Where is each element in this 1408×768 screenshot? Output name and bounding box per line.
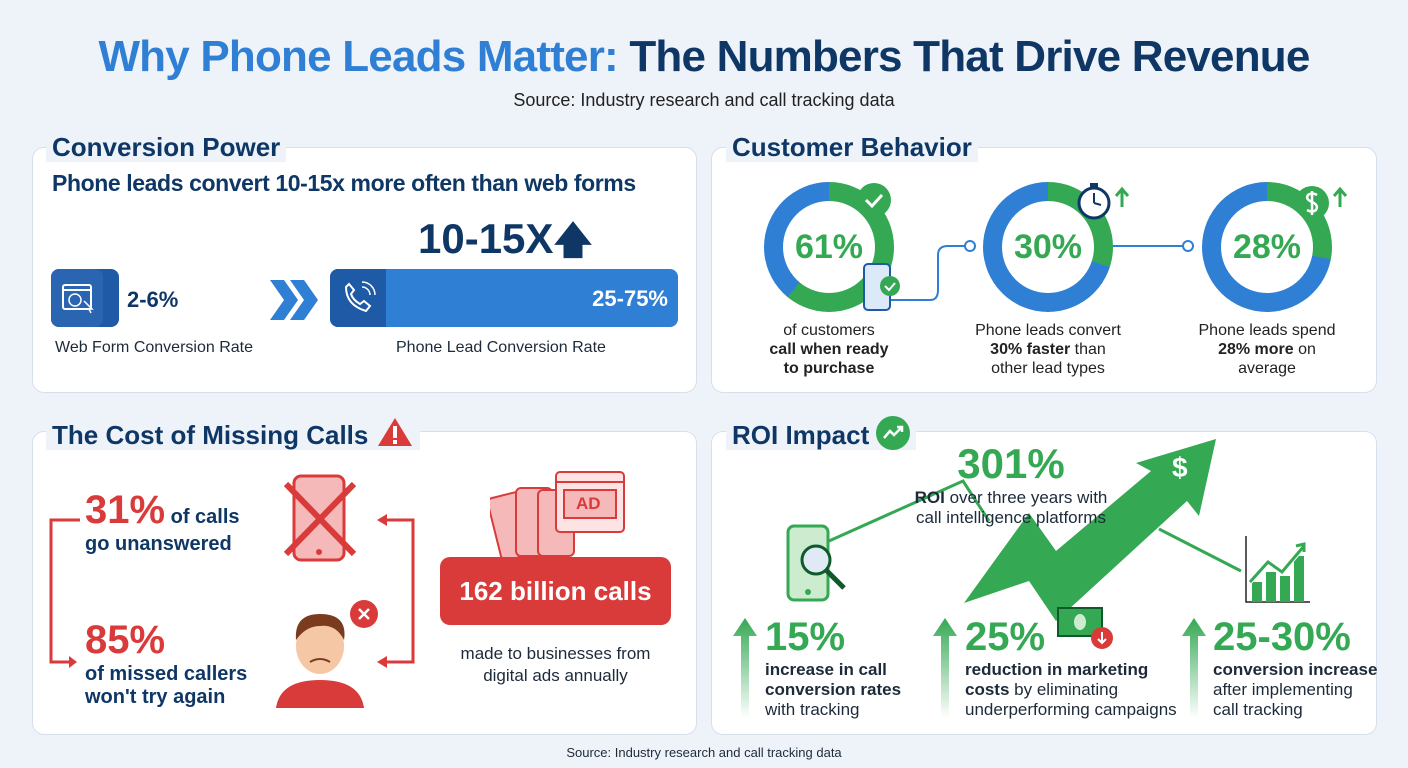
warning-icon (377, 418, 412, 446)
stat-value: 15% (765, 615, 846, 659)
roi-stat-15: 15% increase in call conversion rates with … (765, 614, 901, 720)
multiplier: 10-15X🡅 (418, 215, 593, 265)
caption-line: made to businesses from (460, 644, 651, 663)
frustrated-person-icon (270, 596, 385, 716)
caption-bold: to purchase (783, 360, 875, 377)
roi-arrow-graphic (828, 439, 1242, 621)
roi-text: call intelligence platforms (916, 508, 1106, 527)
roi-title-text: ROI Impact (732, 420, 870, 450)
stat-text: of calls (165, 506, 240, 528)
stat-bold: reduction in marketing (965, 660, 1149, 679)
roi-headline: 301% ROI over three years with call intell… (876, 440, 1146, 528)
stat-text: after implementing (1213, 680, 1353, 699)
dollar-icon (1294, 181, 1350, 228)
ad-label: AD (576, 494, 601, 513)
roi-bold: ROI (914, 488, 945, 507)
multiplier-value: 10-15X (418, 215, 554, 262)
check-icon (856, 182, 892, 223)
calls-caption: made to businesses from digital ads annua… (430, 643, 681, 687)
phone-rate-bar: 25-75% (330, 269, 678, 327)
stat-bold: conversion increase (1213, 660, 1378, 679)
caption-line: Phone leads convert (975, 322, 1121, 339)
calls-badge: 162 billion calls (440, 557, 671, 625)
caption-bold: 30% faster (990, 341, 1071, 358)
money-down-icon (1054, 604, 1120, 659)
chevrons-right-icon (268, 278, 320, 327)
missing-title: The Cost of Missing Calls (46, 416, 420, 450)
arrow-up-icon: 🡅 (553, 220, 593, 262)
web-value: 2-6% (127, 287, 179, 312)
phone-value: 25-75% (592, 286, 668, 311)
caption-line: of customers (783, 322, 875, 339)
donut-30: 30% (983, 182, 1113, 312)
roi-stat-25-30: 25-30% conversion increase after implement… (1213, 614, 1377, 720)
page-title: Why Phone Leads Matter: The Numbers That… (0, 32, 1408, 82)
phone-label: Phone Lead Conversion Rate (396, 339, 606, 356)
stat-text: with tracking (765, 700, 860, 719)
phone-call-icon (330, 269, 386, 327)
caption-28: Phone leads spend 28% more on average (1167, 321, 1367, 378)
caption-line: other lead types (991, 360, 1105, 377)
web-browser-icon (51, 269, 119, 327)
behavior-title: Customer Behavior (726, 132, 978, 162)
stat-bold: increase in call (765, 660, 887, 679)
stat-text: go unanswered (85, 533, 232, 555)
conversion-headline: Phone leads convert 10-15x more often th… (52, 170, 636, 196)
flow-arrows (49, 514, 415, 668)
stat-text: won't try again (85, 686, 226, 708)
phone-search-icon (786, 524, 858, 609)
stat-text: call tracking (1213, 700, 1303, 719)
missed-stat: 85% of missed callers won't try again (85, 618, 247, 709)
up-arrow-icon (1182, 618, 1206, 738)
roi-text: over three years with (944, 488, 1108, 507)
bar-chart-growth-icon (1242, 536, 1314, 611)
caption-line: Phone leads spend (1198, 322, 1336, 339)
stat-value: 25-30% (1213, 615, 1351, 659)
caption-bold: call when ready (769, 341, 889, 358)
caption-30: Phone leads convert 30% faster than other … (948, 321, 1148, 378)
up-arrow-icon (933, 618, 957, 738)
caption-line: on (1293, 341, 1316, 358)
caption-bold: 28% more (1218, 341, 1294, 358)
missing-title-text: The Cost of Missing Calls (52, 420, 369, 450)
footer-source: Source: Industry research and call track… (566, 745, 842, 760)
stat-text: of missed callers (85, 663, 248, 685)
donut-value: 30% (1002, 201, 1094, 293)
blocked-phone-icon (282, 474, 362, 569)
web-label: Web Form Conversion Rate (55, 339, 253, 356)
trend-up-icon (876, 416, 911, 450)
ad-phones-icon: AD (486, 470, 630, 565)
stat-bold: costs (965, 680, 1010, 699)
dollar-sign: $ (1172, 452, 1188, 483)
caption-61: of customers call when ready to purchase (729, 321, 929, 378)
title-main: The Numbers That Drive Revenue (629, 32, 1310, 81)
stat-value: 85% (85, 618, 166, 662)
stopwatch-icon (1076, 181, 1132, 228)
connector-lines (890, 240, 1194, 301)
donut-value: 28% (1221, 201, 1313, 293)
donut-value: 61% (783, 201, 875, 293)
stat-bold: conversion rates (765, 680, 902, 699)
subtitle: Source: Industry research and call track… (513, 90, 895, 110)
caption-line: average (1238, 360, 1296, 377)
roi-title: ROI Impact (726, 416, 917, 450)
phone-check-icon (862, 262, 904, 319)
conversion-title: Conversion Power (46, 132, 287, 162)
stat-text: by eliminating (1009, 680, 1119, 699)
roi-stat-25: 25% reduction in marketing costs by elimin… (965, 614, 1177, 720)
stat-value: 31% (85, 488, 166, 532)
caption-line: than (1070, 341, 1106, 358)
caption-line: digital ads annually (483, 666, 628, 685)
stat-value: 25% (965, 615, 1046, 659)
title-highlight: Why Phone Leads Matter: (98, 32, 618, 81)
stat-text: underperforming campaigns (965, 700, 1177, 719)
up-arrow-icon (733, 618, 757, 738)
donut-28: 28% (1202, 182, 1332, 312)
unanswered-stat: 31% of calls go unanswered (85, 488, 240, 556)
roi-value: 301% (957, 440, 1065, 487)
